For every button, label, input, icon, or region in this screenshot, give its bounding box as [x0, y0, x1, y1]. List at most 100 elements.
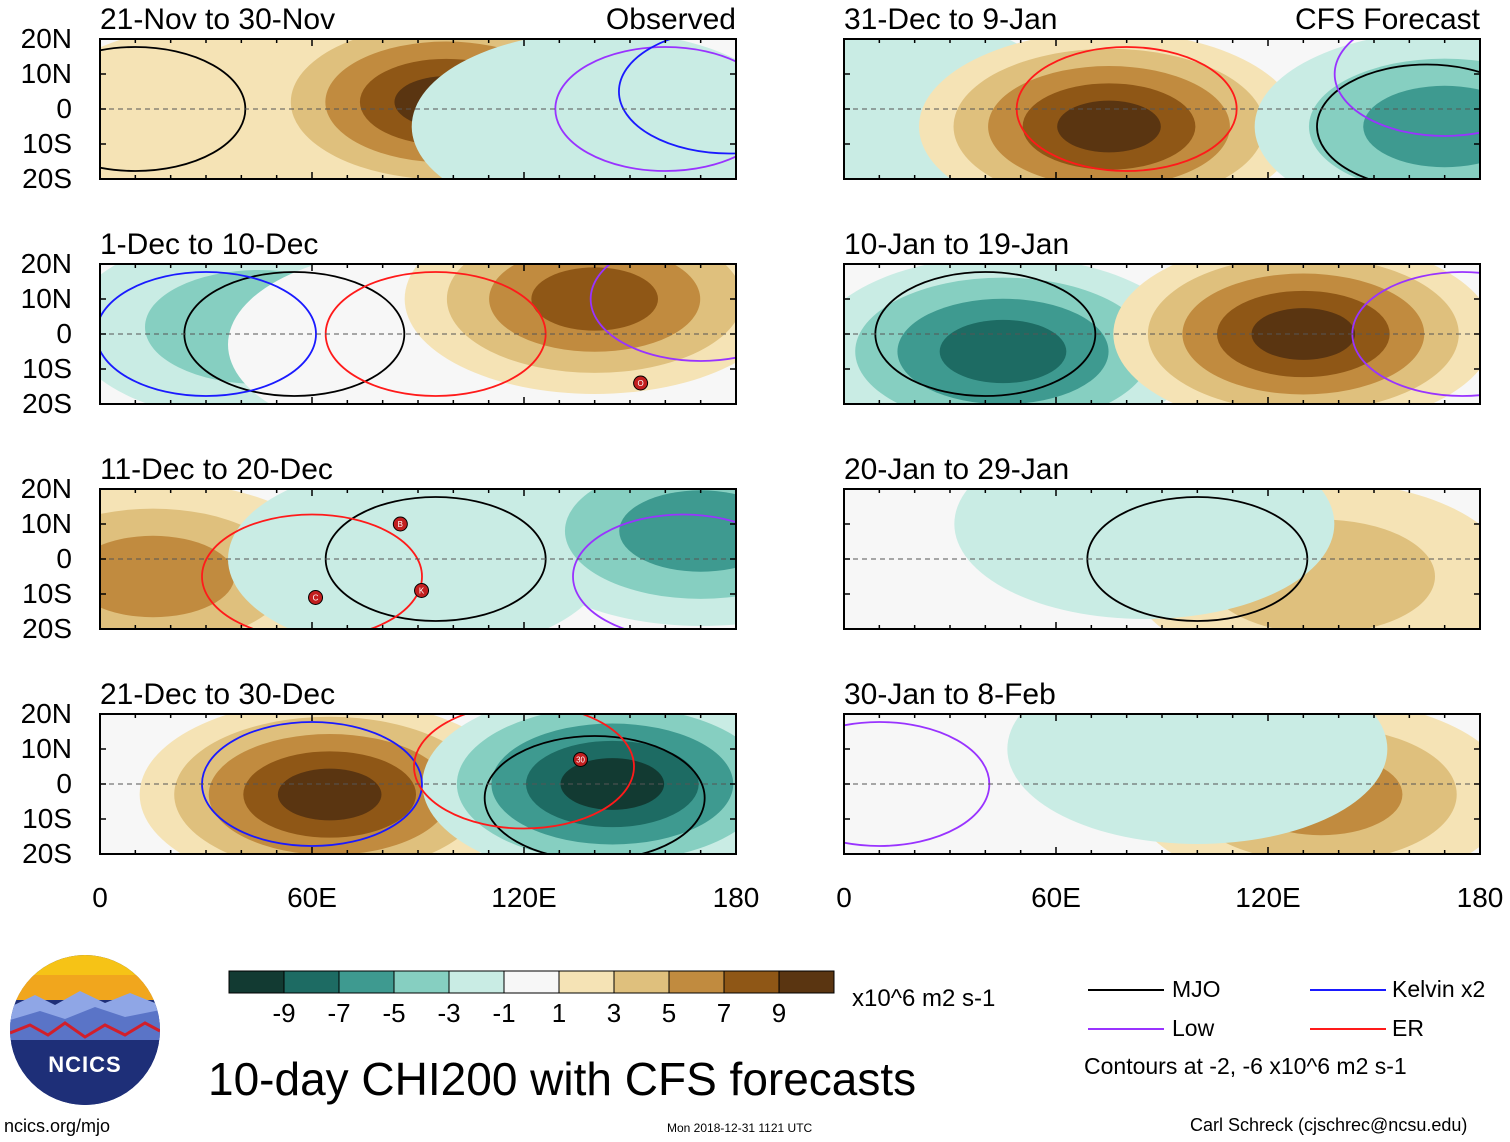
map-panel: 30	[99, 713, 737, 855]
anomaly-shading	[1057, 100, 1161, 153]
x-tick-label: 60E	[287, 882, 337, 913]
contour-low	[554, 46, 736, 172]
y-tick-label: 0	[56, 318, 72, 349]
colorbar-swatch	[393, 970, 450, 994]
panel-title: 11-Dec to 20-Dec	[100, 453, 333, 486]
anomaly-shading	[100, 535, 235, 618]
y-tick-label: 20S	[22, 613, 72, 644]
colorbar	[228, 970, 835, 994]
x-tick-label: 180	[712, 882, 760, 913]
y-tick-label: 0	[56, 93, 72, 124]
colorbar-swatch	[283, 970, 340, 994]
contour-er	[201, 513, 423, 629]
panel-tag: CFS Forecast	[1294, 3, 1480, 36]
y-tick-label: 20S	[22, 388, 72, 419]
y-tick-label: 20N	[20, 698, 72, 729]
colorbar-swatch	[613, 970, 670, 994]
y-tick-label: 20S	[22, 163, 72, 194]
colorbar-swatch	[558, 970, 615, 994]
storm-label: C	[313, 594, 319, 603]
panel-title: 30-Jan to 8-Feb	[844, 678, 1056, 711]
y-tick-label: 10N	[20, 283, 72, 314]
anomaly-shading	[1007, 714, 1388, 844]
colorbar-swatch	[448, 970, 505, 994]
y-tick-label: 0	[56, 768, 72, 799]
colorbar-swatch	[228, 970, 285, 994]
panel-title: 1-Dec to 10-Dec	[100, 228, 319, 261]
colorbar-swatch	[778, 970, 835, 994]
colorbar-tick-label: 3	[606, 998, 622, 1028]
x-tick-label: 120E	[1235, 882, 1301, 913]
colorbar-tick-label: -5	[382, 998, 406, 1028]
legend-line-er	[1310, 1028, 1386, 1030]
map-panel	[843, 488, 1481, 630]
contour-low	[589, 264, 736, 362]
colorbar-units: x10^6 m2 s-1	[852, 985, 996, 1012]
storm-label: 30	[576, 756, 585, 765]
contour-low	[1333, 39, 1480, 137]
storm-marker: C	[308, 590, 324, 605]
anomaly-shading	[531, 267, 659, 331]
colorbar-tick-label: 7	[716, 998, 732, 1028]
storm-label: O	[637, 379, 643, 388]
storm-label: K	[419, 587, 425, 596]
panel-tag: Observed	[605, 3, 736, 36]
anomaly-shading	[1363, 85, 1480, 168]
y-tick-label: 0	[56, 543, 72, 574]
logo-text: NCICS	[48, 1052, 122, 1077]
legend-line-mjo	[1088, 989, 1164, 991]
anomaly-shading	[954, 489, 1335, 619]
y-tick-label: 20S	[22, 838, 72, 869]
legend-label-low: Low	[1172, 1015, 1215, 1041]
panel-title: 31-Dec to 9-Jan	[844, 3, 1058, 36]
y-tick-label: 10N	[20, 508, 72, 539]
anomaly-shading	[411, 39, 736, 179]
anomaly-shading	[277, 768, 382, 821]
map-panel: O	[99, 263, 737, 405]
x-tick-label: 120E	[491, 882, 557, 913]
colorbar-swatch	[338, 970, 395, 994]
y-tick-label: 10S	[22, 128, 72, 159]
panel-title: 21-Dec to 30-Dec	[100, 678, 336, 711]
storm-marker: K	[414, 583, 430, 598]
main-title: 10-day CHI200 with CFS forecasts	[208, 1053, 917, 1105]
map-panel	[843, 263, 1481, 405]
y-tick-label: 10S	[22, 803, 72, 834]
anomaly-shading	[560, 758, 665, 810]
logo-graphic	[10, 955, 160, 1105]
storm-marker: O	[633, 375, 649, 391]
colorbar-swatch	[503, 970, 560, 994]
anomaly-shading	[939, 319, 1067, 384]
website-link[interactable]: ncics.org/mjo	[4, 1116, 111, 1136]
colorbar-tick-label: -9	[272, 998, 296, 1028]
colorbar-swatch	[723, 970, 780, 994]
map-panel	[99, 38, 737, 180]
ncics-logo: NCICS	[10, 955, 160, 1105]
legend-label-kelvin: Kelvin x2	[1392, 976, 1486, 1002]
timestamp: Mon 2018-12-31 1121 UTC	[667, 1121, 813, 1135]
panel-title: 21-Nov to 30-Nov	[100, 3, 336, 36]
x-tick-label: 60E	[1031, 882, 1081, 913]
y-tick-label: 20N	[20, 23, 72, 54]
y-tick-label: 10S	[22, 578, 72, 609]
legend-label-er: ER	[1392, 1015, 1424, 1041]
y-tick-label: 10S	[22, 353, 72, 384]
map-panel	[843, 38, 1481, 180]
y-tick-label: 10N	[20, 58, 72, 89]
colorbar-tick-label: 1	[551, 998, 567, 1028]
contour-mjo	[1316, 63, 1480, 179]
colorbar-tick-label: 5	[661, 998, 677, 1028]
map-panels: O B C K 30	[99, 38, 1481, 855]
colorbar-tick-label: -1	[492, 998, 516, 1028]
legend-note: Contours at -2, -6 x10^6 m2 s-1	[1084, 1053, 1407, 1079]
colorbar-tick-label: -3	[437, 998, 461, 1028]
panel-title: 20-Jan to 29-Jan	[844, 453, 1070, 486]
storm-marker: 30	[573, 752, 589, 767]
colorbar-tick-label: -7	[327, 998, 351, 1028]
contour-low	[572, 513, 736, 629]
anomaly-shading	[619, 490, 736, 572]
storm-marker: B	[392, 516, 408, 532]
legend-line-kelvin	[1310, 989, 1386, 991]
x-tick-label: 0	[836, 882, 852, 913]
